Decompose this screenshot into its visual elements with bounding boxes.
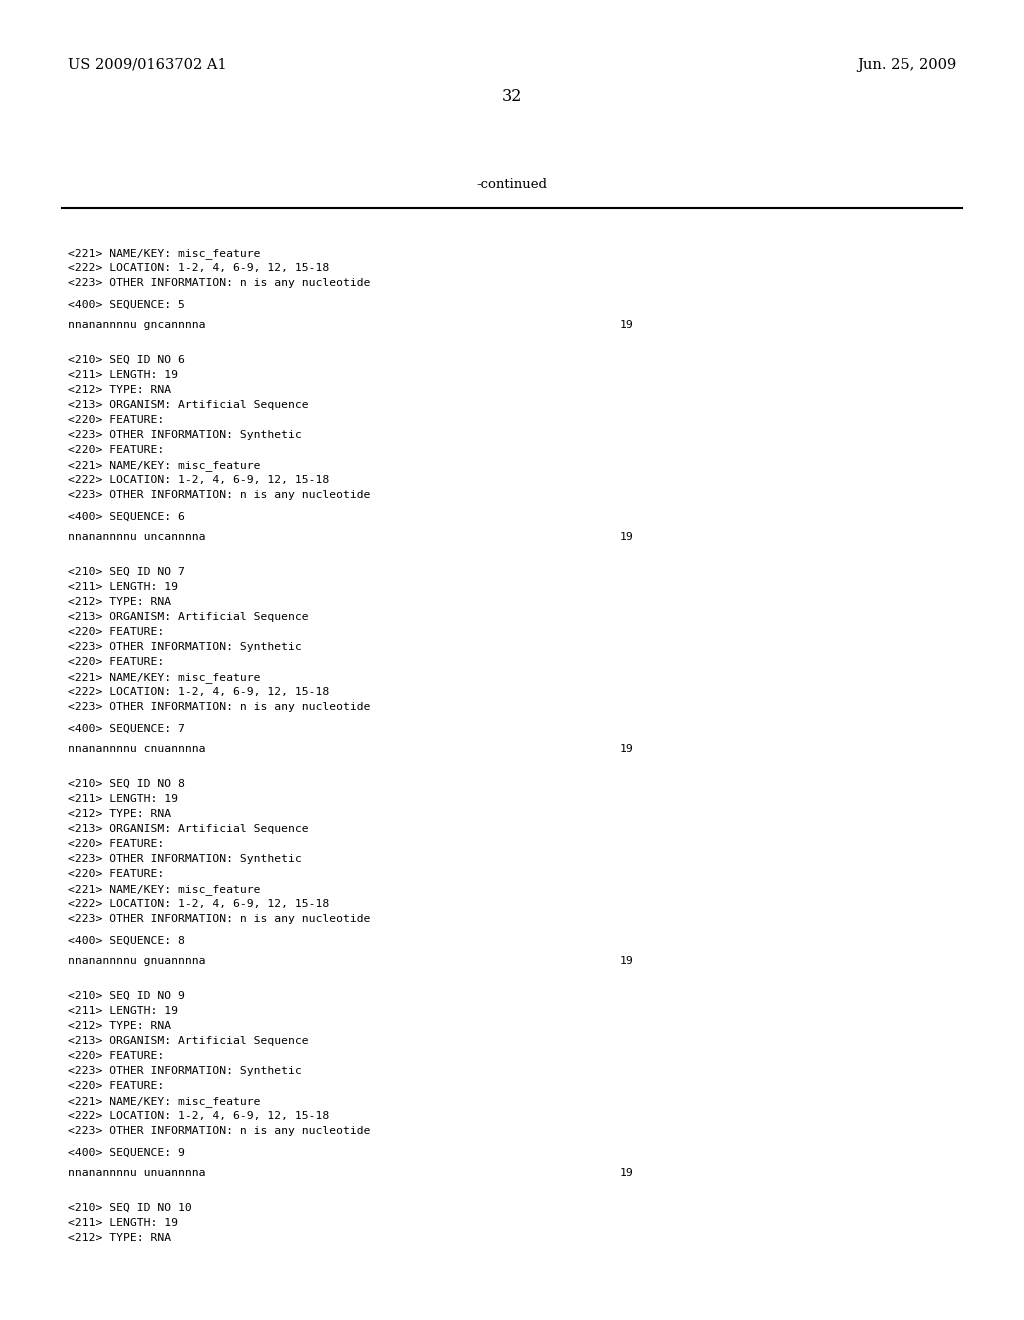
Text: <400> SEQUENCE: 9: <400> SEQUENCE: 9	[68, 1148, 185, 1158]
Text: <220> FEATURE:: <220> FEATURE:	[68, 657, 164, 667]
Text: nnanannnnu gnuannnna: nnanannnnu gnuannnna	[68, 956, 206, 966]
Text: <221> NAME/KEY: misc_feature: <221> NAME/KEY: misc_feature	[68, 459, 260, 471]
Text: <210> SEQ ID NO 6: <210> SEQ ID NO 6	[68, 355, 185, 366]
Text: <212> TYPE: RNA: <212> TYPE: RNA	[68, 809, 171, 818]
Text: Jun. 25, 2009: Jun. 25, 2009	[857, 58, 956, 73]
Text: <400> SEQUENCE: 5: <400> SEQUENCE: 5	[68, 300, 185, 310]
Text: 19: 19	[620, 319, 634, 330]
Text: 19: 19	[620, 532, 634, 543]
Text: <223> OTHER INFORMATION: Synthetic: <223> OTHER INFORMATION: Synthetic	[68, 430, 302, 440]
Text: <400> SEQUENCE: 7: <400> SEQUENCE: 7	[68, 723, 185, 734]
Text: <223> OTHER INFORMATION: n is any nucleotide: <223> OTHER INFORMATION: n is any nucleo…	[68, 702, 371, 711]
Text: <222> LOCATION: 1-2, 4, 6-9, 12, 15-18: <222> LOCATION: 1-2, 4, 6-9, 12, 15-18	[68, 686, 330, 697]
Text: <210> SEQ ID NO 7: <210> SEQ ID NO 7	[68, 568, 185, 577]
Text: <211> LENGTH: 19: <211> LENGTH: 19	[68, 582, 178, 591]
Text: <223> OTHER INFORMATION: n is any nucleotide: <223> OTHER INFORMATION: n is any nucleo…	[68, 279, 371, 288]
Text: <222> LOCATION: 1-2, 4, 6-9, 12, 15-18: <222> LOCATION: 1-2, 4, 6-9, 12, 15-18	[68, 263, 330, 273]
Text: <212> TYPE: RNA: <212> TYPE: RNA	[68, 1233, 171, 1243]
Text: nnanannnnu gncannnna: nnanannnnu gncannnna	[68, 319, 206, 330]
Text: <223> OTHER INFORMATION: n is any nucleotide: <223> OTHER INFORMATION: n is any nucleo…	[68, 490, 371, 500]
Text: <220> FEATURE:: <220> FEATURE:	[68, 627, 164, 638]
Text: <223> OTHER INFORMATION: n is any nucleotide: <223> OTHER INFORMATION: n is any nucleo…	[68, 913, 371, 924]
Text: <212> TYPE: RNA: <212> TYPE: RNA	[68, 597, 171, 607]
Text: -continued: -continued	[476, 178, 548, 191]
Text: <210> SEQ ID NO 10: <210> SEQ ID NO 10	[68, 1203, 191, 1213]
Text: nnanannnnu unuannnna: nnanannnnu unuannnna	[68, 1168, 206, 1177]
Text: <213> ORGANISM: Artificial Sequence: <213> ORGANISM: Artificial Sequence	[68, 824, 308, 834]
Text: <221> NAME/KEY: misc_feature: <221> NAME/KEY: misc_feature	[68, 884, 260, 895]
Text: <220> FEATURE:: <220> FEATURE:	[68, 869, 164, 879]
Text: nnanannnnu cnuannnna: nnanannnnu cnuannnna	[68, 744, 206, 754]
Text: <213> ORGANISM: Artificial Sequence: <213> ORGANISM: Artificial Sequence	[68, 400, 308, 411]
Text: <221> NAME/KEY: misc_feature: <221> NAME/KEY: misc_feature	[68, 1096, 260, 1107]
Text: <220> FEATURE:: <220> FEATURE:	[68, 1051, 164, 1061]
Text: <222> LOCATION: 1-2, 4, 6-9, 12, 15-18: <222> LOCATION: 1-2, 4, 6-9, 12, 15-18	[68, 1111, 330, 1121]
Text: 19: 19	[620, 744, 634, 754]
Text: <221> NAME/KEY: misc_feature: <221> NAME/KEY: misc_feature	[68, 248, 260, 259]
Text: <211> LENGTH: 19: <211> LENGTH: 19	[68, 1006, 178, 1016]
Text: <212> TYPE: RNA: <212> TYPE: RNA	[68, 1020, 171, 1031]
Text: US 2009/0163702 A1: US 2009/0163702 A1	[68, 58, 226, 73]
Text: <222> LOCATION: 1-2, 4, 6-9, 12, 15-18: <222> LOCATION: 1-2, 4, 6-9, 12, 15-18	[68, 475, 330, 484]
Text: <211> LENGTH: 19: <211> LENGTH: 19	[68, 1218, 178, 1228]
Text: <210> SEQ ID NO 8: <210> SEQ ID NO 8	[68, 779, 185, 789]
Text: <222> LOCATION: 1-2, 4, 6-9, 12, 15-18: <222> LOCATION: 1-2, 4, 6-9, 12, 15-18	[68, 899, 330, 909]
Text: 32: 32	[502, 88, 522, 106]
Text: <223> OTHER INFORMATION: Synthetic: <223> OTHER INFORMATION: Synthetic	[68, 854, 302, 865]
Text: 19: 19	[620, 956, 634, 966]
Text: <213> ORGANISM: Artificial Sequence: <213> ORGANISM: Artificial Sequence	[68, 1036, 308, 1045]
Text: nnanannnnu uncannnna: nnanannnnu uncannnna	[68, 532, 206, 543]
Text: <221> NAME/KEY: misc_feature: <221> NAME/KEY: misc_feature	[68, 672, 260, 682]
Text: <400> SEQUENCE: 8: <400> SEQUENCE: 8	[68, 936, 185, 946]
Text: <220> FEATURE:: <220> FEATURE:	[68, 445, 164, 455]
Text: 19: 19	[620, 1168, 634, 1177]
Text: <223> OTHER INFORMATION: Synthetic: <223> OTHER INFORMATION: Synthetic	[68, 1067, 302, 1076]
Text: <223> OTHER INFORMATION: n is any nucleotide: <223> OTHER INFORMATION: n is any nucleo…	[68, 1126, 371, 1137]
Text: <212> TYPE: RNA: <212> TYPE: RNA	[68, 385, 171, 395]
Text: <220> FEATURE:: <220> FEATURE:	[68, 414, 164, 425]
Text: <211> LENGTH: 19: <211> LENGTH: 19	[68, 795, 178, 804]
Text: <210> SEQ ID NO 9: <210> SEQ ID NO 9	[68, 991, 185, 1001]
Text: <223> OTHER INFORMATION: Synthetic: <223> OTHER INFORMATION: Synthetic	[68, 642, 302, 652]
Text: <211> LENGTH: 19: <211> LENGTH: 19	[68, 370, 178, 380]
Text: <400> SEQUENCE: 6: <400> SEQUENCE: 6	[68, 512, 185, 521]
Text: <220> FEATURE:: <220> FEATURE:	[68, 1081, 164, 1092]
Text: <220> FEATURE:: <220> FEATURE:	[68, 840, 164, 849]
Text: <213> ORGANISM: Artificial Sequence: <213> ORGANISM: Artificial Sequence	[68, 612, 308, 622]
